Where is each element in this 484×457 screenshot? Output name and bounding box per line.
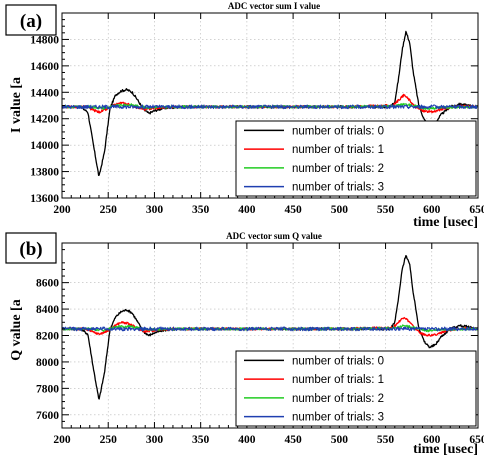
x-tick-label: 300 [146, 434, 164, 446]
x-tick-label: 450 [284, 434, 302, 446]
y-tick-label: 8400 [36, 304, 59, 316]
y-axis-label: I value [a [9, 77, 24, 133]
x-tick-label: 600 [423, 434, 441, 446]
x-tick-label: 500 [331, 434, 349, 446]
y-tick-label: 14400 [30, 87, 59, 99]
x-tick-label: 550 [377, 204, 395, 216]
y-tick-label: 14600 [30, 61, 59, 73]
series-line-trials-3 [61, 326, 478, 332]
x-tick-label: 650 [469, 204, 484, 216]
y-axis-label: Q value [a [9, 299, 24, 360]
chart-title: ADC vector sum Q value [226, 231, 322, 241]
legend-entry-trials-2: number of trials: 2 [292, 163, 384, 175]
x-tick-label: 200 [53, 434, 71, 446]
x-tick-label: 500 [331, 204, 349, 216]
legend-box [235, 120, 477, 197]
y-tick-label: 7600 [36, 410, 59, 422]
legend-entry-trials-0: number of trials: 0 [292, 355, 384, 367]
panel-tag-box [5, 4, 57, 36]
legend-entry-trials-3: number of trials: 3 [292, 182, 384, 194]
legend: number of trials: 0 number of trials: 1 nu… [235, 350, 477, 427]
legend-entry-trials-1: number of trials: 1 [292, 374, 384, 386]
y-tick-label: 14800 [30, 34, 59, 46]
legend-entry-trials-2: number of trials: 2 [292, 393, 384, 405]
x-tick-label: 250 [100, 204, 118, 216]
legend-entry-trials-0: number of trials: 0 [292, 125, 384, 137]
legend-entry-trials-3: number of trials: 3 [292, 412, 384, 424]
chart-panel-0: 200 250 300 350 400 450 500 550 600 650 13600 13800… [5, 1, 484, 230]
series-line-trials-3 [61, 104, 478, 110]
panel-tag: (b) [19, 239, 42, 260]
panel-tag: (a) [20, 11, 42, 32]
x-tick-label: 350 [192, 204, 210, 216]
y-tick-label: 8600 [36, 278, 59, 290]
panel-tag-box [5, 232, 57, 264]
y-tick-label: 8200 [36, 331, 59, 343]
x-tick-label: 250 [100, 434, 118, 446]
y-tick-label: 13800 [30, 167, 59, 179]
legend-box [235, 350, 477, 427]
x-axis-label: time [usec] [413, 215, 478, 230]
x-tick-label: 600 [423, 204, 441, 216]
x-axis-label: time [usec] [413, 442, 478, 457]
x-tick-label: 400 [238, 434, 256, 446]
x-tick-label: 200 [53, 204, 71, 216]
x-tick-label: 400 [238, 204, 256, 216]
x-tick-label: 350 [192, 434, 210, 446]
y-tick-label: 8000 [36, 357, 59, 369]
x-tick-label: 300 [146, 204, 164, 216]
y-tick-label: 14000 [30, 140, 59, 152]
chart-panel-1: 200 250 300 350 400 450 500 550 600 650 7600 7800 80… [5, 231, 484, 457]
y-tick-label: 13600 [30, 193, 59, 205]
legend: number of trials: 0 number of trials: 1 nu… [235, 120, 477, 197]
chart-title: ADC vector sum I value [228, 1, 320, 11]
x-tick-label: 550 [377, 434, 395, 446]
legend-entry-trials-1: number of trials: 1 [292, 144, 384, 156]
x-tick-label: 650 [469, 434, 484, 446]
y-tick-label: 7800 [36, 383, 59, 395]
y-tick-label: 14200 [30, 114, 59, 126]
x-tick-label: 450 [284, 204, 302, 216]
